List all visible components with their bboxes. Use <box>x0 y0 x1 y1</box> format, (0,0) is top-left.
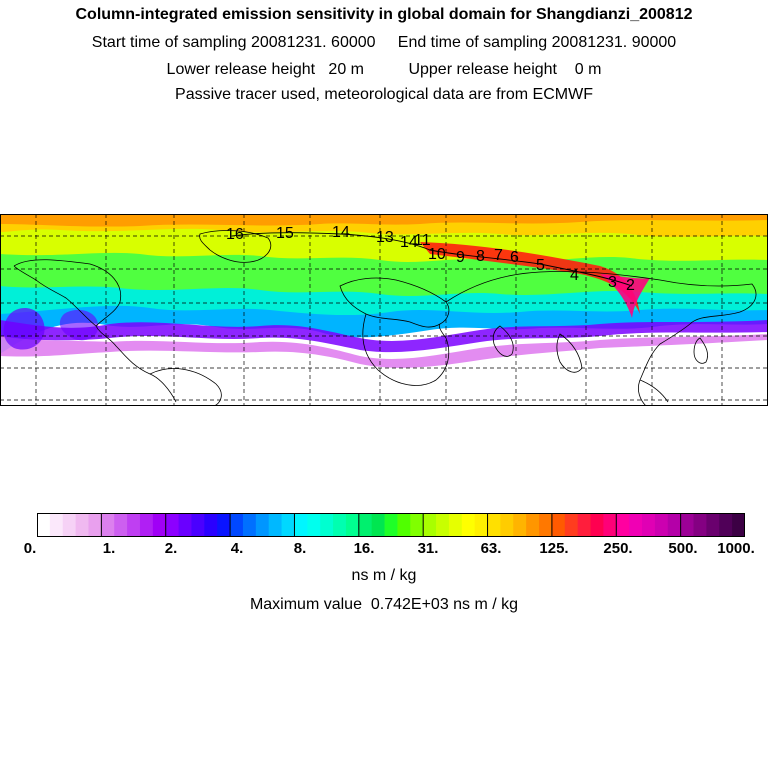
trajectory-label: 5 <box>536 257 545 274</box>
colorbar-cell <box>165 513 179 537</box>
trajectory-label: 3 <box>608 274 617 291</box>
colorbar-cell <box>487 513 501 537</box>
trajectory-label: 14 <box>332 224 350 241</box>
colorbar-tick-label: 31. <box>417 540 439 557</box>
colorbar-tick-label: 1000. <box>717 540 755 557</box>
maximum-value: Maximum value 0.742E+03 ns m / kg <box>249 596 519 613</box>
coastlines <box>13 230 757 406</box>
colorbar-cell <box>680 513 694 537</box>
colorbar-cell <box>37 513 51 537</box>
colorbar-cell <box>294 513 308 537</box>
colorbar-cell <box>732 513 745 537</box>
colorbar-cell <box>281 513 295 537</box>
colorbar-cell <box>268 513 282 537</box>
trajectory-label: 16 <box>226 226 244 243</box>
colorbar-cell <box>577 513 591 537</box>
colorbar-cell <box>564 513 579 537</box>
colorbar-cell <box>603 513 617 537</box>
emission-sensitivity-map: 16 15 14 13 14 11 10 9 8 7 6 5 4 3 2 <box>0 214 768 406</box>
colorbar <box>37 513 745 537</box>
colorbar-cell <box>242 513 257 537</box>
colorbar-cell <box>178 513 192 537</box>
colorbar-cell <box>706 513 720 537</box>
colorbar-cell <box>75 513 89 537</box>
colorbar-cell <box>423 513 437 537</box>
colorbar-cell <box>539 513 553 537</box>
colorbar-cell <box>101 513 115 537</box>
release-height-line: Lower release height 20 m Upper release … <box>166 61 602 78</box>
colorbar-tick-label: 0. <box>23 540 37 557</box>
colorbar-cell <box>333 513 347 537</box>
colorbar-tick-label: 16. <box>353 540 375 557</box>
trajectory-label: 7 <box>494 247 503 264</box>
colorbar-cell <box>590 513 604 537</box>
colorbar-tick-label: 1. <box>102 540 116 557</box>
concentration-field <box>0 214 768 406</box>
colorbar-cell <box>719 513 733 537</box>
colorbar-cell <box>616 513 630 537</box>
colorbar-cell <box>127 513 141 537</box>
colorbar-cell <box>693 513 707 537</box>
colorbar-cell <box>526 513 540 537</box>
colorbar-cell <box>114 513 128 537</box>
colorbar-cell <box>500 513 514 537</box>
tracer-info-line: Passive tracer used, meteorological data… <box>175 86 593 103</box>
colorbar-ticks <box>100 513 682 537</box>
trajectory-labels: 16 15 14 13 14 11 10 9 8 7 6 5 4 3 2 <box>226 224 635 294</box>
colorbar-cell <box>152 513 167 537</box>
colorbar-cell <box>384 513 398 537</box>
colorbar-cell <box>307 513 321 537</box>
colorbar-cell <box>642 513 656 537</box>
colorbar-cell <box>217 513 231 537</box>
trajectory-label: 11 <box>414 232 431 249</box>
colorbar-cell <box>49 513 64 537</box>
colorbar-cell <box>255 513 270 537</box>
colorbar-tick-label: 250. <box>603 540 633 557</box>
colorbar-cell <box>410 513 424 537</box>
colorbar-tick-label: 125. <box>539 540 569 557</box>
colorbar-frame <box>37 513 745 537</box>
lat-lon-grid <box>0 214 768 406</box>
trajectory-label: 15 <box>276 225 294 242</box>
colorbar-tick-label: 500. <box>668 540 698 557</box>
colorbar-cell <box>358 513 373 537</box>
colorbar-cell <box>371 513 385 537</box>
colorbar-cell <box>204 513 218 537</box>
colorbar-cell <box>397 513 411 537</box>
sampling-time-line: Start time of sampling 20081231. 60000 E… <box>91 34 677 51</box>
colorbar-cell <box>230 513 244 537</box>
colorbar-cell <box>667 513 682 537</box>
colorbar-cell <box>436 513 450 537</box>
colorbar-cell <box>551 513 566 537</box>
colorbar-cell <box>448 513 463 537</box>
colorbar-cell <box>629 513 643 537</box>
colorbar-tick-label: 8. <box>293 540 307 557</box>
colorbar-cell <box>345 513 360 537</box>
trajectory-label: 10 <box>428 246 446 263</box>
colorbar-cell <box>139 513 154 537</box>
colorbar-cell <box>88 513 102 537</box>
plot-title: Column-integrated emission sensitivity i… <box>75 6 693 23</box>
colorbar-cell <box>461 513 476 537</box>
colorbar-cell <box>654 513 669 537</box>
trajectory-label: 6 <box>510 249 519 266</box>
trajectory-label: 4 <box>570 267 579 284</box>
colorbar-tick-label: 4. <box>230 540 244 557</box>
colorbar-cell <box>513 513 527 537</box>
colorbar-cell <box>62 513 77 537</box>
trajectory-label: 13 <box>376 229 394 246</box>
trajectory-label: 9 <box>456 249 465 266</box>
colorbar-tick-label: 2. <box>164 540 178 557</box>
colorbar-cell <box>320 513 334 537</box>
colorbar-unit: ns m / kg <box>351 567 417 584</box>
colorbar-cell <box>474 513 488 537</box>
colorbar-cells <box>37 513 745 537</box>
colorbar-cell <box>191 513 205 537</box>
trajectory-label: 14 <box>400 234 418 251</box>
colorbar-tick-label: 63. <box>480 540 502 557</box>
trajectory-path <box>231 232 633 287</box>
